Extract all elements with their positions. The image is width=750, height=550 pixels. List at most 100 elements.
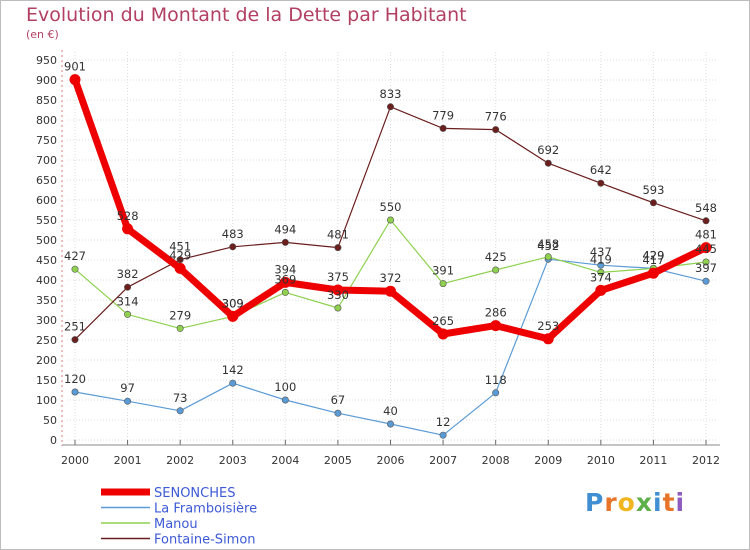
data-point <box>437 328 449 340</box>
data-point <box>386 103 394 111</box>
data-label: 550 <box>380 200 402 214</box>
data-label: 375 <box>327 270 349 284</box>
data-label: 642 <box>590 163 612 177</box>
data-label: 419 <box>590 252 612 266</box>
chart-unit: (en €) <box>26 28 59 41</box>
y-tick-label: 500 <box>36 234 57 247</box>
data-label: 253 <box>537 319 559 333</box>
y-tick-label: 150 <box>36 374 57 387</box>
data-point <box>229 379 237 387</box>
data-point <box>439 124 447 132</box>
y-tick-label: 250 <box>36 334 57 347</box>
data-point <box>386 216 394 224</box>
data-label: 451 <box>169 240 191 254</box>
y-tick-label: 550 <box>36 214 57 227</box>
y-tick-label: 100 <box>36 394 57 407</box>
data-point <box>702 258 710 266</box>
data-label: 427 <box>64 249 86 263</box>
data-point <box>124 283 132 291</box>
data-label: 528 <box>117 209 139 223</box>
data-label: 429 <box>169 248 191 262</box>
x-tick-label: 2011 <box>639 454 667 467</box>
data-point <box>281 288 289 296</box>
x-tick-label: 2001 <box>114 454 142 467</box>
x-tick-label: 2005 <box>324 454 352 467</box>
data-point <box>332 284 344 296</box>
data-point <box>700 242 712 254</box>
data-point <box>176 256 184 264</box>
chart-title: Evolution du Montant de la Dette par Hab… <box>26 4 467 26</box>
data-label: 776 <box>485 110 507 124</box>
data-point <box>279 276 291 288</box>
y-tick-label: 450 <box>36 254 57 267</box>
data-point <box>439 431 447 439</box>
data-point <box>649 199 657 207</box>
x-tick-label: 2007 <box>429 454 457 467</box>
x-tick-label: 2004 <box>271 454 299 467</box>
y-tick-label: 850 <box>36 94 57 107</box>
data-label: 73 <box>173 391 188 405</box>
data-point <box>597 179 605 187</box>
legend-label: Fontaine-Simon <box>154 533 256 548</box>
data-label: 100 <box>274 380 296 394</box>
y-tick-label: 200 <box>36 354 57 367</box>
data-label: 494 <box>274 222 296 236</box>
x-tick-label: 2006 <box>377 454 405 467</box>
data-label: 374 <box>590 270 612 284</box>
x-tick-label: 2002 <box>166 454 194 467</box>
grid <box>67 52 718 441</box>
data-label: 901 <box>64 60 86 74</box>
y-tick-label: 750 <box>36 134 57 147</box>
y-tick-label: 950 <box>36 54 57 67</box>
data-label: 309 <box>222 296 244 310</box>
data-label: 372 <box>380 271 402 285</box>
data-point <box>597 268 605 276</box>
data-label: 118 <box>485 373 507 387</box>
data-point <box>174 262 186 274</box>
x-tick-label: 2003 <box>219 454 247 467</box>
data-point <box>227 310 239 322</box>
data-label: 330 <box>327 288 349 302</box>
x-tick-label: 2009 <box>534 454 562 467</box>
data-point <box>124 310 132 318</box>
data-point <box>176 324 184 332</box>
data-label: 481 <box>327 228 349 242</box>
data-label: 314 <box>117 294 139 308</box>
data-point <box>229 243 237 251</box>
x-tick-label: 2012 <box>692 454 720 467</box>
proxiti-logo: Proxiti <box>585 488 686 517</box>
data-point <box>71 265 79 273</box>
data-point <box>492 389 500 397</box>
data-label: 120 <box>64 372 86 386</box>
y-tick-label: 650 <box>36 174 57 187</box>
data-label: 12 <box>436 415 451 429</box>
y-tick-label: 400 <box>36 274 57 287</box>
legend-label: La Framboisière <box>154 502 257 517</box>
data-point <box>176 407 184 415</box>
data-point <box>334 244 342 252</box>
data-label: 692 <box>537 143 559 157</box>
x-tick-label: 2008 <box>482 454 510 467</box>
data-point <box>542 333 554 345</box>
data-label: 397 <box>695 261 717 275</box>
y-tick-label: 800 <box>36 114 57 127</box>
data-point <box>439 280 447 288</box>
y-tick-label: 700 <box>36 154 57 167</box>
data-point <box>492 266 500 274</box>
x-tick-label: 2010 <box>587 454 615 467</box>
data-label: 279 <box>169 308 191 322</box>
data-label: 481 <box>695 228 717 242</box>
legend-label: Manou <box>154 517 198 532</box>
data-label: 97 <box>120 381 135 395</box>
data-label: 452 <box>537 239 559 253</box>
data-point <box>386 420 394 428</box>
data-label: 833 <box>380 87 402 101</box>
data-label: 394 <box>274 262 296 276</box>
data-label: 429 <box>642 248 664 262</box>
data-point <box>124 397 132 405</box>
data-point <box>334 409 342 417</box>
data-label: 458 <box>537 237 559 251</box>
data-point <box>544 159 552 167</box>
